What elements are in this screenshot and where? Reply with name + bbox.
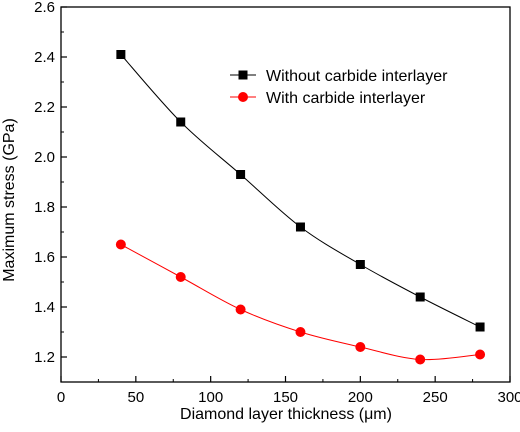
x-tick-label: 250 — [423, 389, 448, 406]
tick-marks — [60, 6, 511, 382]
data-point — [236, 170, 246, 179]
data-point — [475, 349, 486, 360]
data-point — [355, 260, 365, 269]
data-point — [415, 354, 426, 365]
x-tick-label: 0 — [57, 389, 65, 406]
series-1 — [116, 50, 485, 332]
y-tick-label: 2.6 — [34, 0, 55, 16]
data-point — [295, 327, 306, 337]
data-point — [176, 117, 186, 127]
data-point — [415, 292, 425, 302]
x-axis-title: Diamond layer thickness (μm) — [180, 406, 392, 423]
legend-marker — [238, 92, 248, 102]
y-axis-title: Maximum stress (GPa) — [1, 118, 18, 282]
y-tick-label: 1.6 — [34, 249, 55, 266]
data-point — [115, 239, 126, 250]
y-tick-label: 2.4 — [34, 49, 55, 66]
legend-label: With carbide interlayer — [266, 90, 426, 107]
y-tick-label: 1.2 — [34, 349, 55, 366]
data-point — [475, 322, 485, 332]
x-tick-label: 50 — [127, 389, 144, 406]
data-point — [175, 272, 186, 282]
series-2 — [115, 239, 486, 365]
x-tick-label: 300 — [497, 389, 520, 406]
y-tick-label: 2.0 — [34, 149, 55, 166]
data-point — [355, 342, 366, 352]
legend-item-1: Without carbide interlayer — [230, 68, 448, 85]
x-tick-label: 150 — [273, 389, 298, 406]
legend-label: Without carbide interlayer — [266, 68, 448, 85]
y-tick-label: 2.2 — [34, 99, 55, 116]
y-tick-label: 1.4 — [34, 299, 55, 316]
series-layer — [115, 50, 486, 365]
legend: Without carbide interlayer With carbide i… — [230, 68, 448, 107]
y-tick-label: 1.8 — [34, 199, 55, 216]
legend-marker — [238, 70, 248, 80]
data-point — [295, 222, 305, 232]
data-point — [116, 50, 126, 59]
legend-item-2: With carbide interlayer — [230, 90, 426, 107]
x-tick-label: 200 — [348, 389, 373, 406]
series-2-line — [120, 244, 481, 361]
x-tick-label: 100 — [198, 389, 223, 406]
data-point — [235, 304, 246, 315]
tick-labels: 0 50 100 150 200 250 300 1.2 1.4 1.6 1.8 2.0 2.2 2.4 2… — [34, 0, 520, 406]
